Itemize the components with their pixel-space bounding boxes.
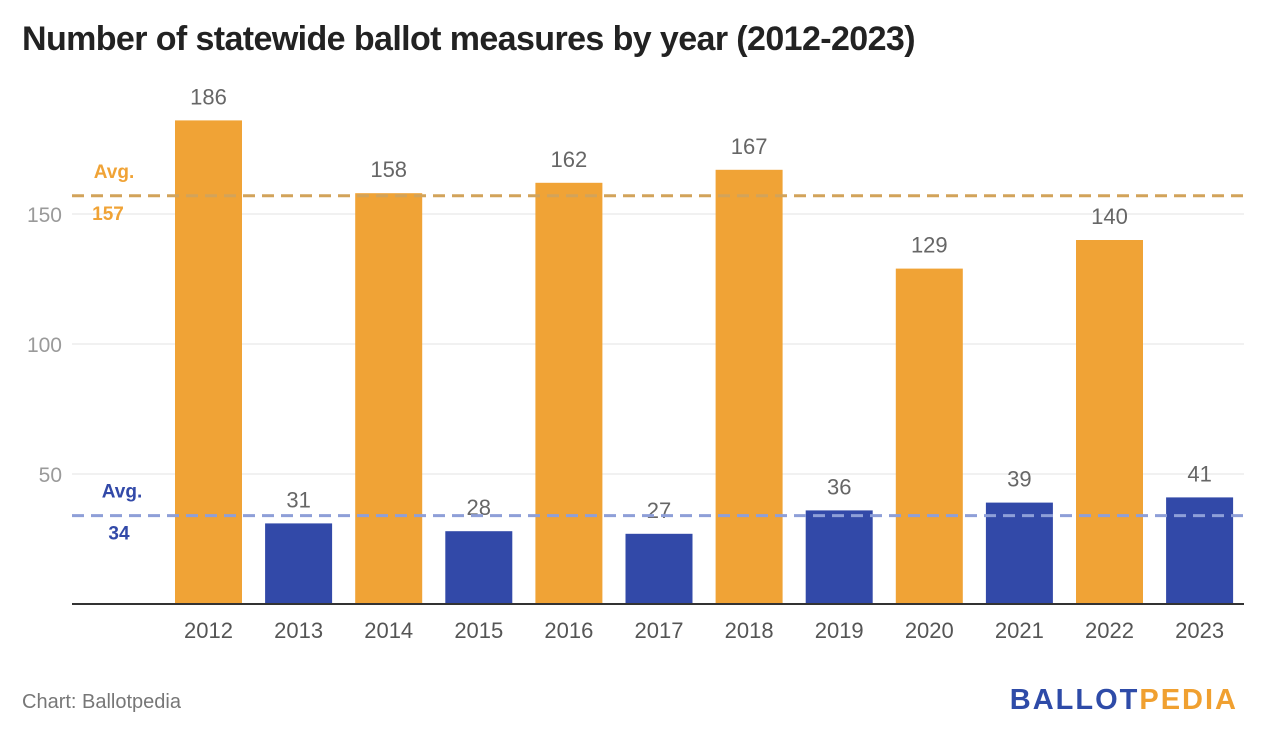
y-tick-label: 100 [27, 334, 62, 357]
y-tick-label: 150 [27, 204, 62, 227]
bar-value-label: 129 [911, 233, 948, 258]
average-label-value: 157 [92, 204, 124, 225]
average-label-title: Avg. [102, 482, 142, 503]
x-tick-label: 2018 [725, 618, 774, 643]
ballotpedia-logo: BALLOTPEDIA [1010, 684, 1238, 717]
bar-value-label: 140 [1091, 204, 1128, 229]
bar-2013 [265, 523, 333, 604]
bar-value-label: 167 [731, 134, 768, 159]
x-tick-label: 2023 [1175, 618, 1224, 643]
x-tick-label: 2020 [905, 618, 954, 643]
logo-text-pedia: PEDIA [1139, 684, 1238, 716]
x-tick-label: 2012 [184, 618, 233, 643]
bar-2022 [1076, 240, 1143, 604]
bar-2023 [1166, 497, 1234, 604]
bar-value-label: 31 [286, 487, 310, 512]
bar-2019 [805, 510, 873, 604]
bar-2012 [175, 120, 242, 605]
x-tick-label: 2013 [274, 618, 323, 643]
x-tick-label: 2016 [544, 618, 593, 643]
logo-text-ballot: BALLOT [1009, 684, 1140, 716]
bar-2021 [985, 502, 1053, 604]
x-axis-labels: 2012 2013 2014 2015 2016 2017 2018 2019 2020 2021… [184, 618, 1224, 643]
bar-value-label: 186 [190, 84, 227, 109]
bars [175, 120, 1234, 605]
x-tick-label: 2015 [454, 618, 503, 643]
chart-title: Number of statewide ballot measures by y… [22, 20, 916, 58]
chart-credit: Chart: Ballotpedia [22, 691, 181, 713]
x-tick-label: 2019 [815, 618, 864, 643]
bar-2018 [715, 169, 783, 605]
y-axis-ticks: 50 100 150 [27, 204, 62, 487]
y-tick-label: 50 [39, 464, 62, 487]
bar-value-label: 158 [370, 157, 407, 182]
average-label-value: 34 [108, 524, 130, 545]
gridlines [72, 213, 1244, 475]
bar-value-label: 36 [827, 474, 851, 499]
bar-2016 [535, 182, 603, 605]
x-tick-label: 2022 [1085, 618, 1134, 643]
bar-value-label: 39 [1007, 467, 1031, 492]
average-label-title: Avg. [94, 162, 134, 183]
bar-2017 [625, 533, 693, 604]
bar-value-label: 41 [1187, 461, 1211, 486]
x-tick-label: 2021 [995, 618, 1044, 643]
average-lines: Avg. 157 Avg. 34 [72, 162, 1244, 545]
bar-2020 [895, 268, 963, 604]
x-tick-label: 2014 [364, 618, 413, 643]
bar-2015 [445, 531, 513, 604]
x-tick-label: 2017 [635, 618, 684, 643]
bar-2014 [355, 193, 423, 604]
bar-value-label: 162 [551, 147, 588, 172]
bar-value-label: 27 [647, 498, 671, 523]
